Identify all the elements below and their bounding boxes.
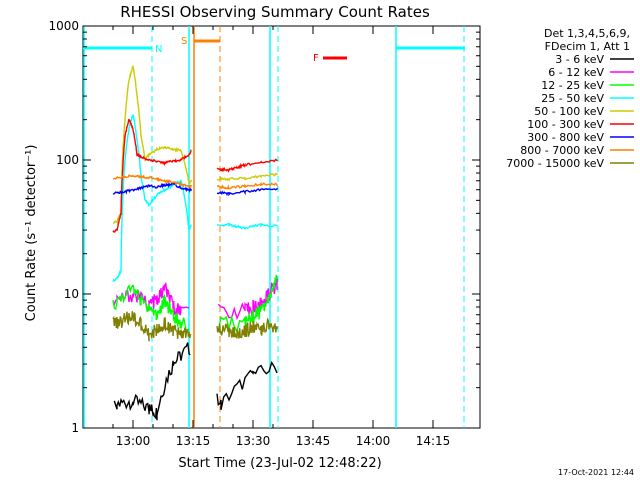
series-line [113,342,278,421]
legend-entry: 3 - 6 keV [555,53,604,66]
x-tick-label: 13:30 [236,434,271,448]
plot-frame [82,25,481,429]
legend-header: FDecim 1, Att 1 [545,40,630,53]
series-group [112,65,278,421]
x-tick-label: 13:45 [296,434,331,448]
legend-entry: 800 - 7000 keV [520,144,604,157]
series-line [112,278,278,321]
series-line [112,181,278,197]
x-tick-label: 14:00 [356,434,391,448]
event-label: F [313,53,319,64]
legend-entry: 6 - 12 keV [548,66,604,79]
series-line [112,174,278,190]
event-markers: N S F [83,26,465,428]
series-line [112,274,278,333]
y-tick-label: 10 [64,287,79,301]
legend-entry: 50 - 100 keV [534,105,604,118]
axis-ticks: 13:00 13:15 13:30 13:45 14:00 14:15 1 10 100 1000 [48,19,480,448]
legend-entry: 300 - 800 keV [527,131,604,144]
y-axis-label: Count Rate (s⁻¹ detector⁻¹) [24,145,39,322]
legend-entry: 100 - 300 keV [527,118,604,131]
chart-title: RHESSI Observing Summary Count Rates [120,3,430,21]
y-tick-label: 100 [56,153,79,167]
y-tick-label: 1 [71,421,79,435]
footer-date: 17-Oct-2021 12:44 [558,468,634,477]
legend: Det 1,3,4,5,6,9,FDecim 1, Att 13 - 6 keV… [506,27,634,170]
legend-entry: 12 - 25 keV [541,79,604,92]
event-label: N [155,44,162,55]
x-tick-label: 13:15 [176,434,211,448]
series-line [112,65,278,224]
legend-header: Det 1,3,4,5,6,9, [544,27,630,40]
legend-entry: 25 - 50 keV [541,92,604,105]
x-axis-label: Start Time (23-Jul-02 12:48:22) [178,456,381,471]
x-tick-label: 13:00 [116,434,151,448]
legend-entry: 7000 - 15000 keV [506,157,604,170]
y-tick-label: 1000 [48,19,79,33]
series-line [112,311,278,342]
x-tick-label: 14:15 [416,434,451,448]
event-label: S [181,36,187,47]
series-line [112,118,278,234]
